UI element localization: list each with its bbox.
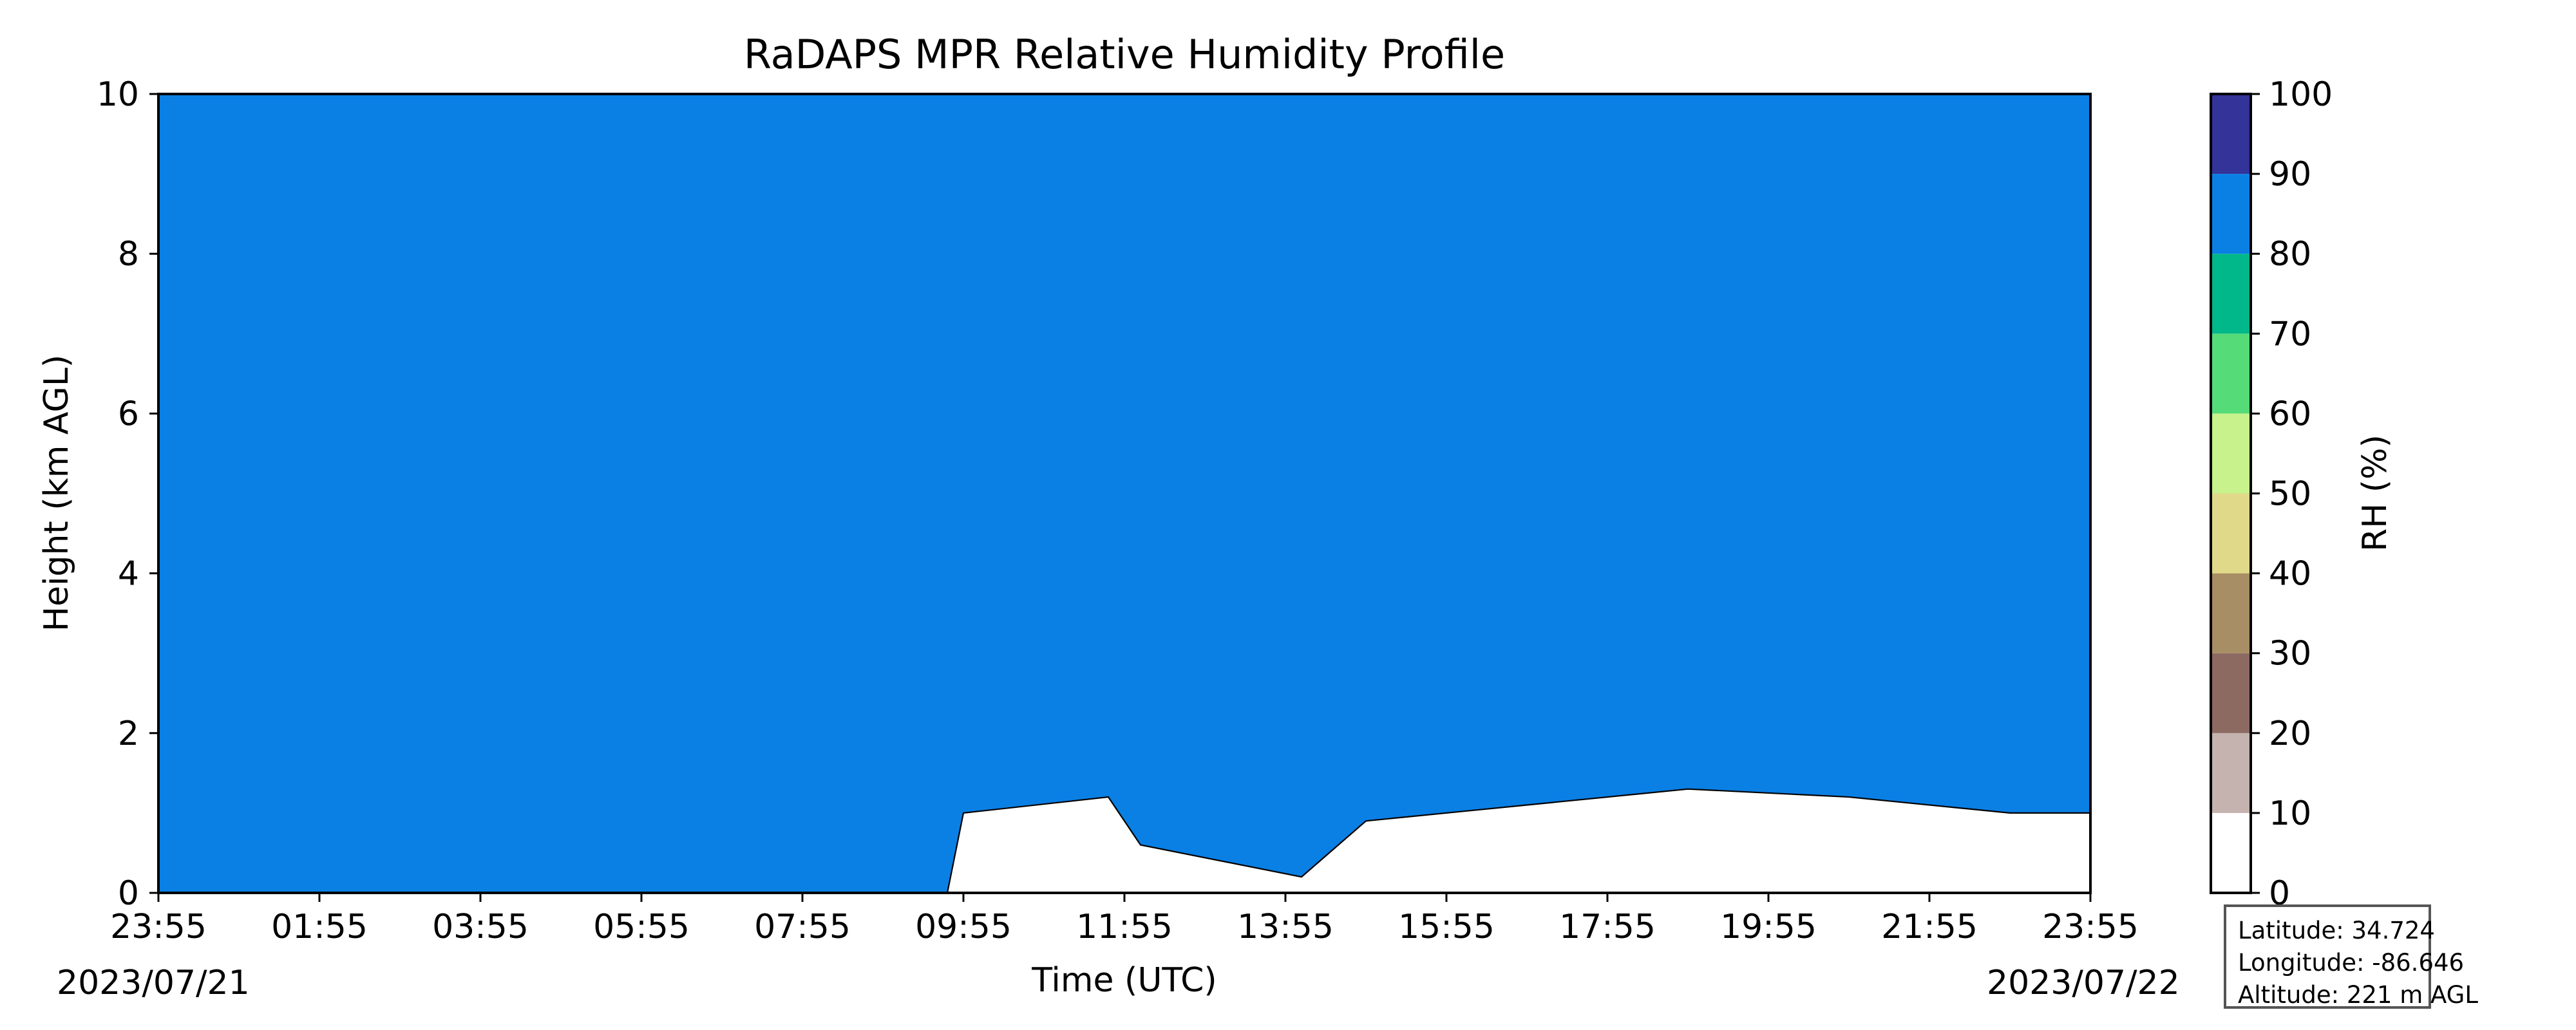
colorbar-tick-label: 30 bbox=[2269, 635, 2311, 673]
colorbar-swatch bbox=[2211, 174, 2251, 254]
x-tick-label: 01:55 bbox=[271, 908, 368, 946]
station-info-box: Latitude: 34.724 Longitude: -86.646 Alti… bbox=[2224, 904, 2478, 1009]
y-axis-label: Height (km AGL) bbox=[37, 355, 76, 632]
end-date: 2023/07/22 bbox=[1987, 964, 2180, 1002]
y-tick-label: 0 bbox=[118, 874, 139, 913]
colorbar-swatch bbox=[2211, 333, 2251, 414]
x-tick-label: 03:55 bbox=[432, 908, 529, 946]
colorbar-label: RH (%) bbox=[2356, 435, 2394, 552]
colorbar-tick-label: 40 bbox=[2269, 555, 2311, 594]
colorbar-swatch bbox=[2211, 413, 2251, 494]
colorbar-tick-label: 10 bbox=[2269, 794, 2311, 833]
colorbar-swatch bbox=[2211, 653, 2251, 733]
altitude-text: Altitude: 221 m AGL bbox=[2238, 981, 2478, 1009]
plot-area bbox=[158, 94, 2090, 893]
colorbar-swatch bbox=[2211, 573, 2251, 653]
colorbar-tick-label: 100 bbox=[2269, 75, 2333, 114]
y-tick-label: 8 bbox=[118, 235, 139, 274]
x-tick-label: 15:55 bbox=[1398, 908, 1495, 946]
x-tick-label: 05:55 bbox=[593, 908, 690, 946]
colorbar-swatch bbox=[2211, 254, 2251, 334]
colorbar-tick-label: 70 bbox=[2269, 315, 2311, 353]
y-tick-label: 2 bbox=[118, 715, 139, 753]
chart-title: RaDAPS MPR Relative Humidity Profile bbox=[744, 31, 1505, 78]
x-tick-label: 09:55 bbox=[915, 908, 1012, 946]
x-tick-label: 19:55 bbox=[1720, 908, 1817, 946]
colorbar-swatch bbox=[2211, 493, 2251, 574]
colorbar-swatch bbox=[2211, 812, 2251, 893]
x-tick-label: 21:55 bbox=[1881, 908, 1978, 946]
colorbar-swatch bbox=[2211, 733, 2251, 813]
y-tick-label: 10 bbox=[97, 75, 139, 114]
rh-bands bbox=[158, 94, 2090, 893]
colorbar-tick-label: 60 bbox=[2269, 395, 2311, 433]
x-tick-label: 23:55 bbox=[2042, 908, 2139, 946]
x-tick-label: 17:55 bbox=[1559, 908, 1656, 946]
y-tick-label: 4 bbox=[118, 555, 139, 594]
rh-band-90-100-low-hole- bbox=[158, 94, 2090, 893]
colorbar-tick-label: 50 bbox=[2269, 475, 2311, 514]
x-tick-label: 23:55 bbox=[110, 908, 207, 946]
x-tick-label: 07:55 bbox=[754, 908, 851, 946]
colorbar-tick-label: 90 bbox=[2269, 155, 2311, 194]
start-date: 2023/07/21 bbox=[57, 964, 250, 1002]
y-axis-ticks: 0 2 4 6 8 10 bbox=[97, 75, 158, 913]
colorbar-tick-label: 80 bbox=[2269, 235, 2311, 274]
x-axis-label: Time (UTC) bbox=[1031, 961, 1217, 1000]
x-axis-ticks: 23:55 01:55 03:55 05:55 07:55 09:55 11:55 13:55… bbox=[110, 893, 2139, 946]
colorbar-tick-label: 20 bbox=[2269, 715, 2311, 753]
colorbar bbox=[2211, 94, 2251, 893]
y-tick-label: 6 bbox=[118, 395, 139, 433]
colorbar-swatch bbox=[2211, 94, 2251, 174]
x-tick-label: 11:55 bbox=[1076, 908, 1173, 946]
x-tick-label: 13:55 bbox=[1237, 908, 1334, 946]
latitude-text: Latitude: 34.724 bbox=[2238, 917, 2435, 944]
longitude-text: Longitude: -86.646 bbox=[2238, 949, 2465, 977]
